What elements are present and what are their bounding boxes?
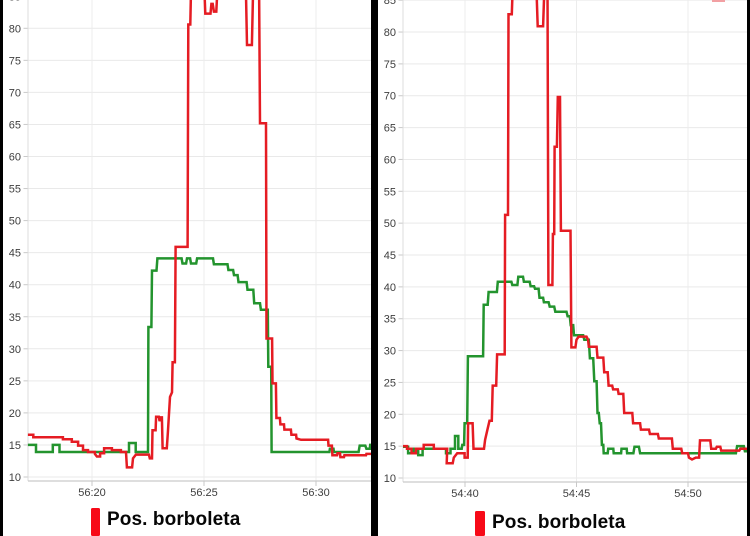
series-line-red xyxy=(403,0,748,465)
y-tick-label: 10 xyxy=(9,472,21,484)
y-tick-label: 30 xyxy=(384,346,396,358)
y-tick-label: 45 xyxy=(9,248,21,260)
y-tick-label: 25 xyxy=(9,376,21,388)
y-tick-label: 25 xyxy=(384,377,396,389)
y-tick-label: 10 xyxy=(384,473,396,485)
y-tick-label: 85 xyxy=(9,0,21,3)
y-tick-label: 55 xyxy=(9,184,21,196)
y-tick-label: 15 xyxy=(9,440,21,452)
legend-swatch-pos-borboleta xyxy=(91,508,100,536)
y-tick-label: 65 xyxy=(384,123,396,135)
x-tick-label: 54:40 xyxy=(451,488,479,500)
y-tick-label: 60 xyxy=(9,152,21,164)
panel-border-left xyxy=(0,0,3,536)
y-tick-label: 75 xyxy=(9,55,21,67)
chart-canvas-left[interactable]: 10 15 20 25 30 35 40 45 50 55 60 65 70 75 80 85 56:20 56:… xyxy=(0,0,375,536)
y-tick-label: 70 xyxy=(9,87,21,99)
y-tick-label: 30 xyxy=(9,344,21,356)
y-tick-label: 20 xyxy=(9,408,21,420)
legend: Pos. borboleta xyxy=(475,511,625,536)
y-tick-label: 35 xyxy=(384,314,396,326)
chart-panel-left: 10 15 20 25 30 35 40 45 50 55 60 65 70 75 80 85 56:20 56:… xyxy=(0,0,375,536)
legend: Pos. borboleta xyxy=(91,508,240,536)
x-tick-label: 56:25 xyxy=(190,487,218,499)
chart-panel-right: 10 15 20 25 30 35 40 45 50 55 60 65 70 75 80 85 54:40 54:… xyxy=(375,0,750,536)
panel-divider xyxy=(371,0,375,536)
y-tick-label: 85 xyxy=(384,0,396,7)
y-tick-label: 50 xyxy=(9,216,21,228)
clipped-line-fragment xyxy=(712,0,725,2)
y-tick-label: 50 xyxy=(384,218,396,230)
panel-border-left xyxy=(375,0,378,536)
y-tick-label: 70 xyxy=(384,91,396,103)
panel-border-right xyxy=(747,0,750,536)
y-tick-label: 55 xyxy=(384,186,396,198)
legend-label: Pos. borboleta xyxy=(107,509,241,530)
series-line-green xyxy=(403,275,748,457)
legend-swatch-pos-borboleta xyxy=(475,511,485,536)
chart-canvas-right[interactable]: 10 15 20 25 30 35 40 45 50 55 60 65 70 75 80 85 54:40 54:… xyxy=(375,0,750,536)
x-tick-label: 56:20 xyxy=(78,487,106,499)
x-tick-label: 54:50 xyxy=(674,488,702,500)
y-tick-label: 20 xyxy=(384,409,396,421)
legend-label: Pos. borboleta xyxy=(492,512,626,533)
y-tick-label: 75 xyxy=(384,59,396,71)
y-tick-label: 40 xyxy=(384,282,396,294)
y-tick-label: 35 xyxy=(9,312,21,324)
y-tick-label: 80 xyxy=(384,27,396,39)
y-tick-label: 40 xyxy=(9,280,21,292)
x-tick-label: 54:45 xyxy=(563,488,591,500)
y-tick-label: 45 xyxy=(384,250,396,262)
y-tick-label: 15 xyxy=(384,441,396,453)
y-tick-label: 80 xyxy=(9,23,21,35)
series-line-green xyxy=(27,257,372,454)
y-tick-label: 65 xyxy=(9,119,21,131)
x-tick-label: 56:30 xyxy=(302,487,330,499)
y-tick-label: 60 xyxy=(384,154,396,166)
series-line-red xyxy=(27,0,372,469)
